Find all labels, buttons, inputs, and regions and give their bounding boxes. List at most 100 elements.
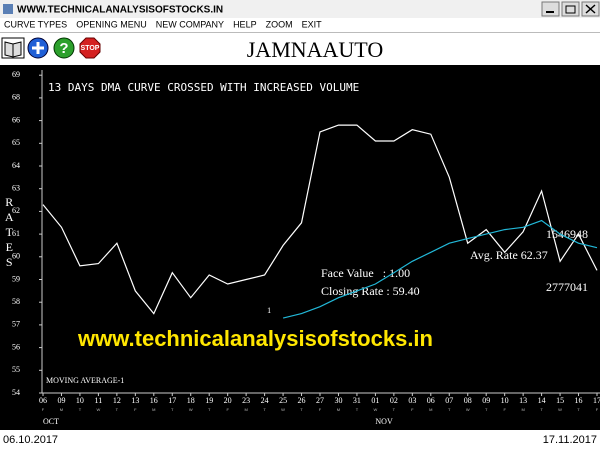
x-tick-label: 07 [445,396,453,405]
weekday-label: W [374,407,378,412]
weekday-label: W [466,407,470,412]
weekday-label: F [134,407,137,412]
menu: CURVE TYPES OPENING MENU NEW COMPANY HELP ZO… [4,19,322,29]
y-tick-label: 56 [12,342,20,351]
x-tick-label: 30 [334,396,342,405]
date-strip [0,430,600,450]
x-tick-label: 13 [131,396,139,405]
x-tick-label: 11 [95,396,103,405]
x-tick-label: 15 [556,396,564,405]
window-title: WWW.TECHNICALANALYSISOFSTOCKS.IN [17,5,223,16]
weekday-label: M [244,407,247,412]
x-tick-label: 16 [150,396,158,405]
x-tick-label: 25 [279,396,287,405]
chart-subtitle: 13 DAYS DMA CURVE CROSSED WITH INCREASED… [48,81,359,94]
weekday-label: T [540,407,543,412]
menu-item[interactable]: CURVE TYPES [4,19,67,29]
x-tick-label: 02 [390,396,398,405]
menu-item[interactable]: OPENING MENU [76,19,147,29]
x-tick-label: 23 [242,396,250,405]
x-tick-label: 10 [76,396,84,405]
x-tick-label: 18 [187,396,195,405]
month-label: OCT [43,417,59,426]
series-legend: MOVING AVERAGE-1 [46,376,124,385]
menu-item[interactable]: NEW COMPANY [156,19,224,29]
weekday-label: T [300,407,303,412]
chart-background [0,65,600,430]
x-tick-label: 13 [519,396,527,405]
y-tick-label: 55 [12,365,20,374]
x-tick-label: 14 [538,396,546,405]
weekday-label: F [596,407,599,412]
weekday-label: T [393,407,396,412]
y-tick-label: 59 [12,274,20,283]
weekday-label: M [429,407,432,412]
series-marker-label: 1 [267,306,271,315]
end-date: 17.11.2017 [543,434,597,446]
x-tick-label: 31 [353,396,361,405]
minimize-button[interactable] [541,1,560,17]
weekday-label: T [448,407,451,412]
x-tick-label: 26 [298,396,306,405]
x-tick-label: 20 [224,396,232,405]
weekday-label: T [485,407,488,412]
x-tick-label: 09 [482,396,490,405]
series-line [282,219,598,319]
weekday-label: T [171,407,174,412]
weekday-label: M [521,407,524,412]
help-icon: ? [59,40,68,57]
restore-button[interactable] [561,1,580,17]
volume-label: 2777041 [546,280,588,294]
y-tick-label: 54 [12,388,20,397]
weekday-label: M [152,407,155,412]
weekday-label: T [263,407,266,412]
y-tick-label: 63 [12,184,20,193]
help-button[interactable] [53,37,75,59]
x-tick-label: 06 [427,396,435,405]
menu-item[interactable]: HELP [233,19,257,29]
avg-rate: Avg. Rate 62.37 [470,248,548,262]
weekday-label: F [42,407,45,412]
x-tick-label: 17 [168,396,176,405]
stop-label[interactable]: STOP [81,45,100,52]
weekday-label: M [60,407,63,412]
watermark: www.technicalanalysisofstocks.in [77,326,433,351]
chart-title: JAMNAAUTO [247,37,384,62]
x-tick-label: 19 [205,396,213,405]
book-icon [4,41,22,58]
x-tick-label: 17 [593,396,600,405]
menu-item[interactable]: EXIT [302,19,323,29]
start-date: 06.10.2017 [3,434,58,446]
menu-bar [0,18,600,32]
stop-button[interactable] [79,37,101,59]
weekday-label: T [208,407,211,412]
y-tick-label: 65 [12,138,20,147]
weekday-label: W [558,407,562,412]
weekday-label: W [189,407,193,412]
menu-item[interactable]: ZOOM [266,19,293,29]
month-label: NOV [375,417,393,426]
y-axis-label: RATES [2,195,16,270]
y-tick-label: 66 [12,115,20,124]
y-tick-label: 64 [12,161,20,170]
y-tick-label: 61 [12,229,20,238]
x-tick-label: 12 [113,396,121,405]
x-tick-label: 16 [575,396,583,405]
y-tick-label: 68 [12,93,20,102]
weekday-label: F [503,407,506,412]
weekday-label: W [97,407,101,412]
volume-label: 1546948 [546,227,588,241]
x-tick-label: 03 [408,396,416,405]
weekday-label: W [281,407,285,412]
x-tick-label: 09 [57,396,65,405]
window-buttons[interactable] [541,1,600,17]
x-tick-label: 01 [371,396,379,405]
weekday-label: M [337,407,340,412]
weekday-label: F [411,407,414,412]
x-tick-label: 27 [316,396,324,405]
x-tick-label: 10 [501,396,509,405]
weekday-label: F [226,407,229,412]
weekday-label: T [356,407,359,412]
